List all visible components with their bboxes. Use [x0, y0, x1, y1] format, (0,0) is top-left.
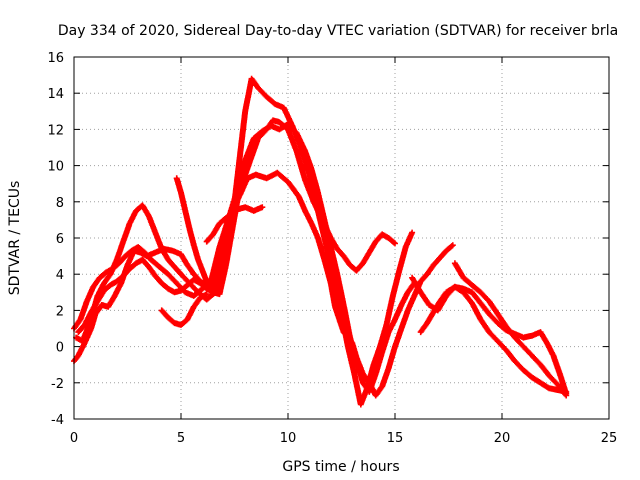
series-markers [173, 175, 219, 292]
y-axis-ticks: -4 -2 0 2 4 6 8 10 12 14 16 [47, 51, 609, 428]
series-layer [71, 75, 570, 408]
x-tick-label: 0 [70, 431, 78, 446]
y-tick-label: 0 [56, 341, 64, 356]
x-tick-label: 10 [280, 431, 297, 446]
y-tick-label: -2 [51, 377, 64, 392]
x-axis-ticks: 0 5 10 15 20 25 [70, 57, 617, 446]
y-tick-label: 10 [47, 160, 64, 175]
series-markers [451, 260, 570, 399]
y-tick-label: 8 [56, 196, 64, 211]
grid [74, 57, 609, 419]
y-tick-label: 16 [47, 51, 64, 66]
y-tick-label: 4 [56, 268, 64, 283]
data-series-arc-10 [451, 260, 570, 399]
y-axis-label: SDTVAR / TECUs [7, 181, 23, 296]
y-tick-label: -4 [51, 413, 64, 428]
chart-title: Day 334 of 2020, Sidereal Day-to-day VTE… [58, 23, 618, 39]
series-markers [75, 117, 398, 336]
y-tick-label: 6 [56, 232, 64, 247]
data-series-arc-6 [173, 175, 219, 292]
data-series-arc-7 [203, 204, 266, 245]
x-tick-label: 15 [387, 431, 404, 446]
y-tick-label: 12 [47, 123, 64, 138]
x-axis-label: GPS time / hours [282, 459, 399, 475]
data-series-arc-5 [158, 291, 210, 328]
y-tick-label: 14 [47, 87, 64, 102]
data-series-arc-4 [75, 117, 398, 336]
series-markers [409, 274, 570, 395]
x-tick-label: 20 [494, 431, 511, 446]
y-tick-label: 2 [56, 304, 64, 319]
data-series-arc-9 [409, 274, 570, 395]
series-markers [73, 75, 416, 408]
x-tick-label: 25 [601, 431, 618, 446]
x-tick-label: 5 [177, 431, 185, 446]
series-markers [203, 204, 266, 245]
series-markers [158, 291, 210, 328]
data-series-arc-3 [73, 75, 416, 408]
